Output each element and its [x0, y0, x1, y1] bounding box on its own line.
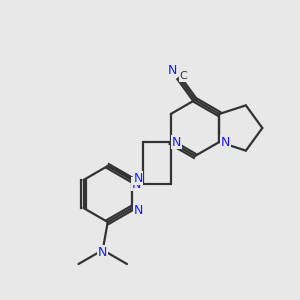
- Text: N: N: [172, 136, 182, 148]
- Text: N: N: [167, 64, 177, 77]
- Text: N: N: [133, 172, 143, 184]
- Text: N: N: [220, 136, 230, 148]
- Text: N: N: [98, 245, 107, 259]
- Text: N: N: [132, 178, 141, 190]
- Text: N: N: [133, 203, 143, 217]
- Text: C: C: [179, 71, 187, 81]
